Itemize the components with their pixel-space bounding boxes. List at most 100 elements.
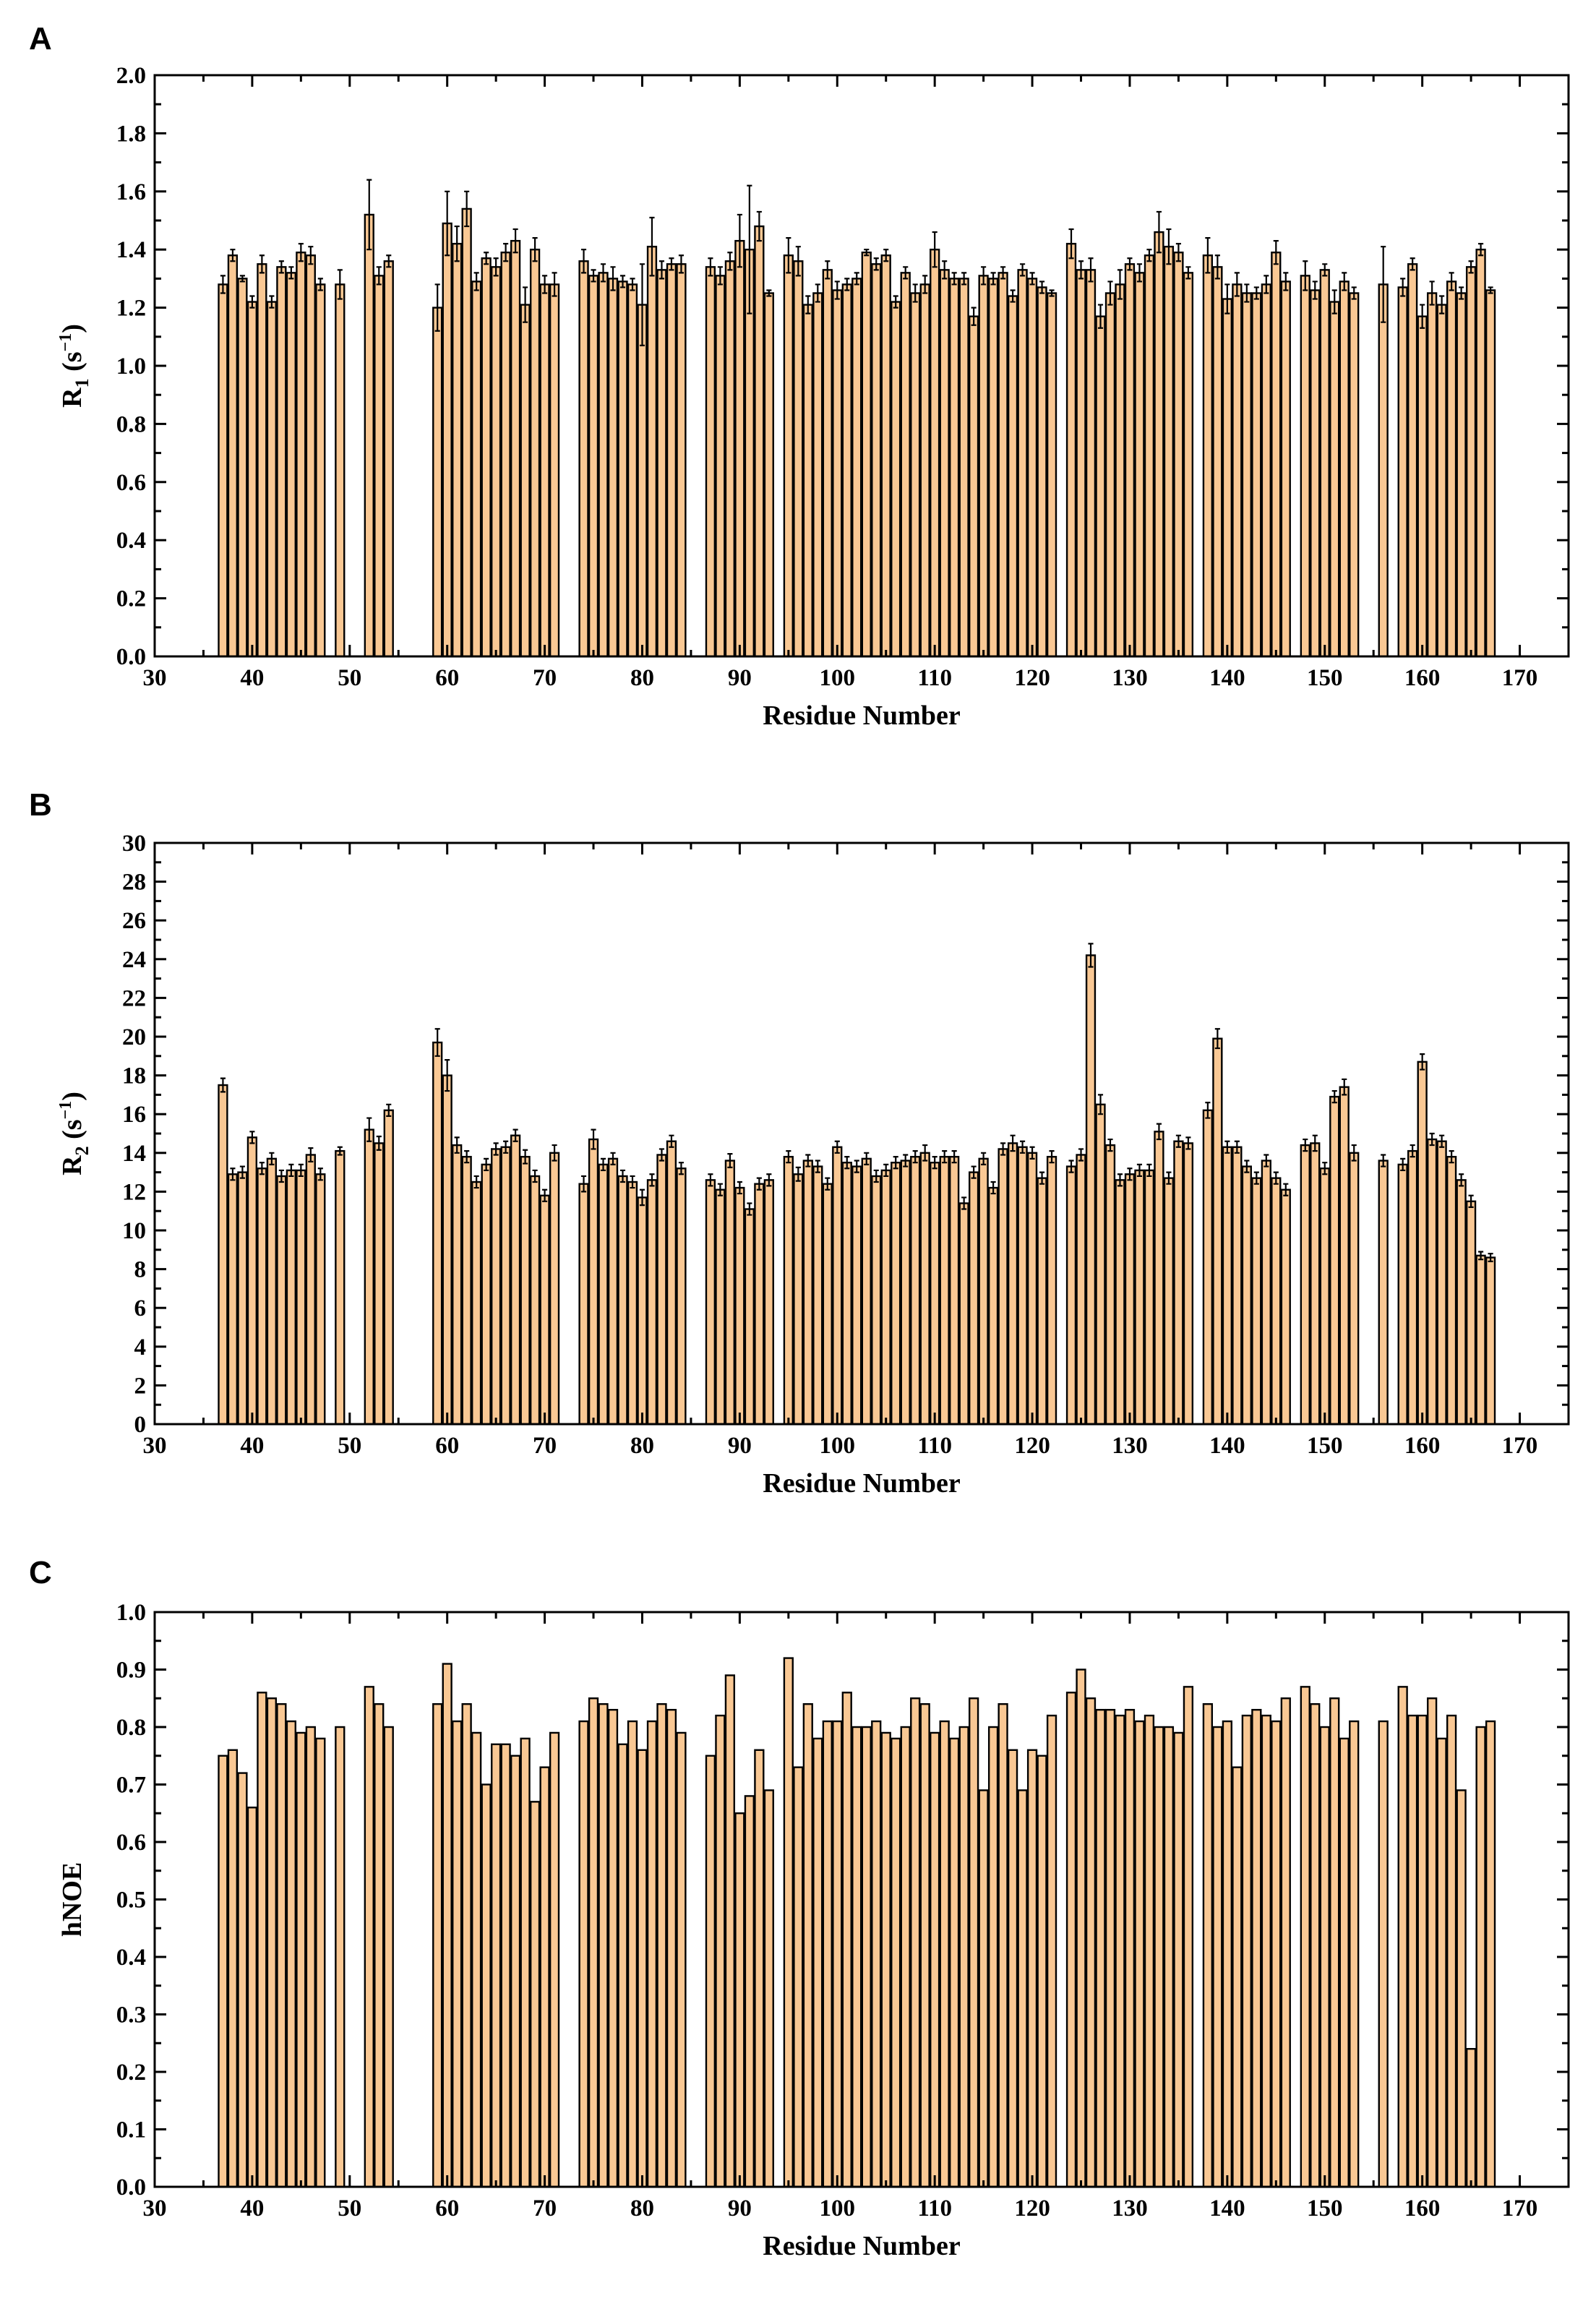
bar-residue-76 bbox=[598, 1702, 609, 2188]
error-bar-residue-96 bbox=[795, 1166, 801, 1182]
bar-residue-146 bbox=[1280, 1697, 1291, 2188]
bar-residue-45 bbox=[296, 1731, 306, 2188]
bar-residue-41 bbox=[257, 1692, 267, 2188]
x-tick-label: 70 bbox=[533, 665, 557, 691]
x-tick-label: 60 bbox=[435, 665, 459, 691]
error-bar-residue-166 bbox=[1478, 1251, 1484, 1261]
bar-residue-159 bbox=[1407, 1714, 1418, 2188]
error-bar-residue-149 bbox=[1312, 280, 1318, 300]
error-bar-residue-100 bbox=[834, 1140, 840, 1154]
bar-residue-134 bbox=[1163, 1177, 1175, 1426]
bar-residue-59 bbox=[432, 1041, 443, 1426]
bar-residue-74 bbox=[578, 1720, 589, 2188]
error-bar-residue-80 bbox=[639, 263, 645, 346]
error-bar-residue-43 bbox=[278, 260, 284, 274]
error-bar-residue-70 bbox=[542, 1188, 548, 1202]
bar-residue-82 bbox=[656, 1154, 667, 1426]
error-bar-residue-98 bbox=[815, 283, 820, 303]
error-bar-residue-138 bbox=[1205, 1102, 1211, 1119]
bar-residue-111 bbox=[939, 269, 950, 658]
y-axis-title-part: R bbox=[57, 387, 87, 408]
x-tick-label: 110 bbox=[917, 1433, 952, 1459]
error-bar-residue-75 bbox=[591, 1128, 596, 1150]
x-axis: 30 40 50 60 70 80 90 100 110 120 130 140 150 160 170 bbox=[143, 75, 1570, 691]
error-bar-residue-99 bbox=[825, 1177, 831, 1191]
bar-residue-92 bbox=[754, 1183, 765, 1426]
bar-residue-43 bbox=[276, 1702, 287, 2188]
error-bar-residue-165 bbox=[1468, 260, 1474, 274]
error-bar-residue-92 bbox=[756, 1177, 762, 1191]
error-bar-residue-47 bbox=[317, 278, 323, 291]
error-bar-residue-117 bbox=[1000, 1142, 1006, 1156]
x-tick-label: 170 bbox=[1502, 2195, 1538, 2222]
bar-residue-132 bbox=[1144, 254, 1155, 658]
y-tick-label: 20 bbox=[122, 1024, 146, 1050]
error-bar-residue-101 bbox=[844, 278, 850, 291]
error-bar-residue-84 bbox=[678, 254, 685, 274]
bar-residue-153 bbox=[1349, 1720, 1360, 2188]
error-bar-residue-44 bbox=[288, 266, 294, 280]
error-bar-residue-113 bbox=[961, 1196, 967, 1210]
y-tick-label: 0.4 bbox=[116, 1945, 146, 1971]
error-bar-residue-146 bbox=[1283, 272, 1289, 291]
bar-residue-163 bbox=[1446, 280, 1457, 658]
bar-residue-113 bbox=[958, 278, 969, 658]
bar-residue-39 bbox=[237, 1772, 248, 2188]
x-tick-label: 30 bbox=[143, 1433, 167, 1459]
bar-residue-93 bbox=[763, 1789, 774, 2188]
error-bar-residue-126 bbox=[1088, 257, 1094, 283]
y-axis-title: R1 (s−1) bbox=[56, 324, 93, 408]
bar-residue-98 bbox=[812, 1165, 823, 1426]
error-bar-residue-142 bbox=[1244, 1160, 1250, 1173]
bar-residue-95 bbox=[783, 1657, 794, 2188]
bar-residue-140 bbox=[1222, 1720, 1233, 2188]
error-bar-residue-143 bbox=[1253, 1171, 1259, 1185]
bar-residue-49 bbox=[335, 283, 346, 658]
y-tick-label: 1.0 bbox=[116, 354, 146, 380]
bar-residue-164 bbox=[1456, 292, 1467, 658]
bar-residue-163 bbox=[1446, 1714, 1457, 2188]
error-bar-residue-37 bbox=[220, 275, 226, 294]
error-bar-residue-93 bbox=[766, 1173, 772, 1187]
bar-residue-108 bbox=[910, 1697, 921, 2188]
bar-residue-40 bbox=[246, 301, 258, 658]
x-tick-label: 40 bbox=[240, 665, 264, 691]
bar-residue-148 bbox=[1300, 275, 1310, 658]
y-tick-label: 0.7 bbox=[116, 1773, 146, 1799]
bar-residue-70 bbox=[539, 283, 550, 658]
error-bar-residue-130 bbox=[1127, 1168, 1133, 1181]
bar-residue-152 bbox=[1339, 1737, 1350, 2188]
x-tick-label: 170 bbox=[1502, 665, 1538, 691]
bar-residue-53 bbox=[374, 275, 385, 658]
error-bar-residue-135 bbox=[1175, 243, 1181, 262]
error-bar-residue-74 bbox=[580, 249, 587, 274]
bar-residue-89 bbox=[724, 260, 736, 658]
error-bar-residue-153 bbox=[1351, 1144, 1357, 1162]
bar-residue-158 bbox=[1397, 1163, 1408, 1426]
bar-residue-116 bbox=[987, 1726, 999, 2188]
bar-residue-112 bbox=[949, 1737, 960, 2188]
error-bar-residue-39 bbox=[239, 275, 245, 283]
bar-residue-45 bbox=[296, 1169, 306, 1426]
bar-residue-49 bbox=[335, 1149, 346, 1426]
bar-residue-153 bbox=[1349, 1152, 1360, 1426]
bar-residue-81 bbox=[646, 1720, 658, 2188]
y-tick-label: 1.8 bbox=[116, 121, 146, 147]
error-bar-residue-110 bbox=[932, 1156, 938, 1170]
error-bar-residue-122 bbox=[1049, 289, 1055, 297]
x-tick-label: 160 bbox=[1404, 665, 1441, 691]
error-bar-residue-96 bbox=[795, 246, 801, 277]
x-tick-label: 90 bbox=[728, 665, 752, 691]
bar-residue-76 bbox=[598, 1163, 609, 1426]
error-bar-residue-69 bbox=[532, 1169, 538, 1183]
x-tick-label: 150 bbox=[1307, 1433, 1343, 1459]
error-bar-residue-84 bbox=[678, 1162, 685, 1175]
bar-residue-115 bbox=[978, 275, 989, 658]
error-bar-residue-106 bbox=[893, 295, 898, 309]
bar-residue-117 bbox=[998, 1148, 1008, 1426]
error-bar-residue-144 bbox=[1264, 1154, 1269, 1168]
x-tick-label: 120 bbox=[1014, 1433, 1050, 1459]
error-bar-residue-99 bbox=[825, 260, 831, 280]
y-tick-label: 14 bbox=[122, 1141, 146, 1167]
bar-residue-96 bbox=[793, 1173, 804, 1426]
